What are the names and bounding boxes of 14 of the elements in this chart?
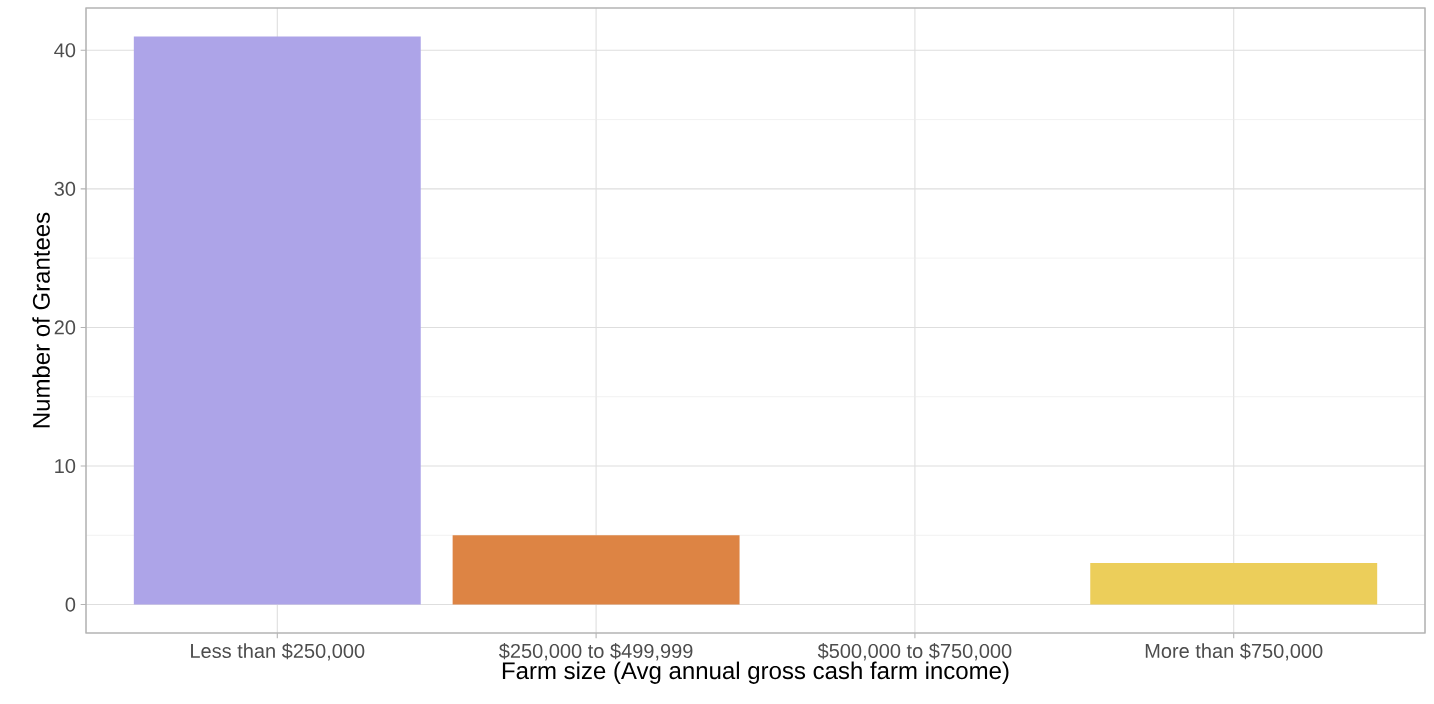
y-tick-label: 40 xyxy=(54,43,76,58)
bar xyxy=(133,36,421,605)
bar xyxy=(452,535,740,605)
y-axis-title: Number of Grantees xyxy=(32,212,50,428)
y-tick-label: 0 xyxy=(65,597,76,612)
y-tick-label: 30 xyxy=(54,181,76,196)
x-tick-label: Less than $250,000 xyxy=(191,643,365,661)
x-tick-label: $500,000 to $750,000 xyxy=(817,643,1012,661)
bar xyxy=(1090,563,1378,605)
y-tick-label: 10 xyxy=(55,458,76,474)
x-tick-label: $250,000 to $499,999 xyxy=(498,643,693,661)
x-tick-label: More than $750,000 xyxy=(1145,643,1323,661)
y-tick-label: 20 xyxy=(54,320,76,335)
x-axis-title: Farm size (Avg annual gross cash farm income) xyxy=(502,661,1009,684)
